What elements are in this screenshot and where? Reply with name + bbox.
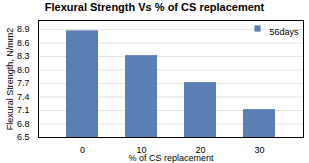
svg-text:20: 20	[195, 144, 206, 155]
svg-text:8.6: 8.6	[17, 38, 30, 48]
svg-text:0: 0	[80, 145, 85, 155]
svg-text:Flexural Strength, N/mm2: Flexural Strength, N/mm2	[5, 28, 15, 131]
svg-text:8.9: 8.9	[17, 24, 30, 34]
svg-text:7.4: 7.4	[17, 92, 30, 102]
svg-text:% of CS replacement: % of CS replacement	[128, 153, 214, 163]
html-text:Flexural Strength Vs % of CS r: Flexural Strength Vs % of CS replacement	[44, 1, 265, 13]
svg-text:30: 30	[254, 145, 264, 155]
svg-text:6.8: 6.8	[17, 119, 30, 129]
svg-text:56days: 56days	[269, 27, 299, 37]
svg-text:8.0: 8.0	[17, 65, 30, 75]
svg-text:6.5: 6.5	[17, 132, 30, 142]
svg-text:7.7: 7.7	[17, 78, 30, 88]
svg-text:8.3: 8.3	[17, 51, 30, 61]
svg-text:7.1: 7.1	[17, 105, 30, 115]
svg-text:10: 10	[136, 144, 147, 155]
